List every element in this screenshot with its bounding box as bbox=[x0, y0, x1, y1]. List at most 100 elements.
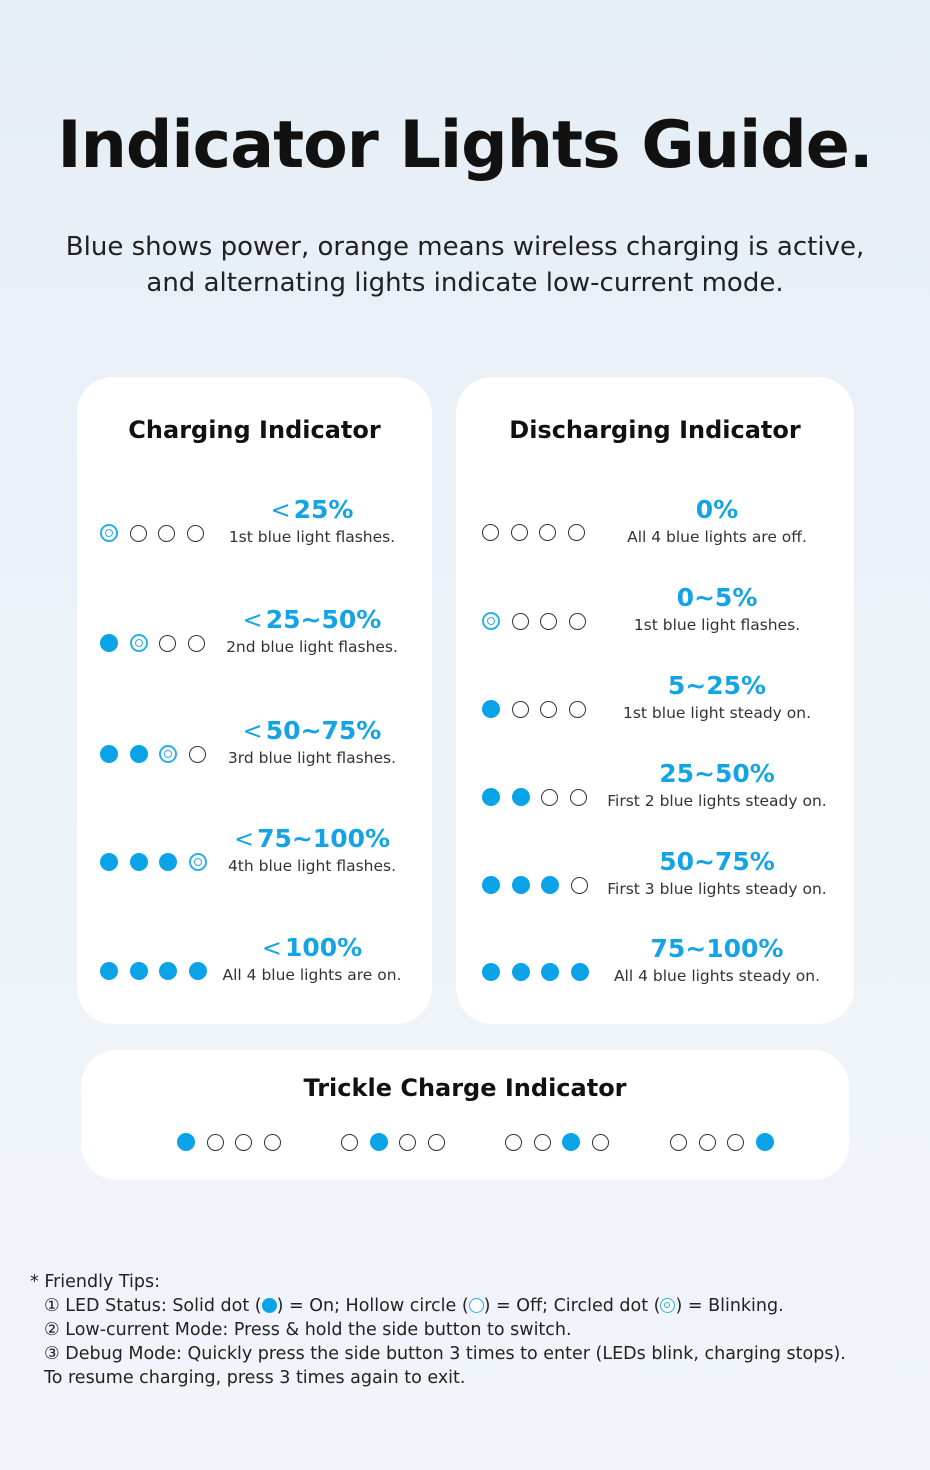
level-value: 0% bbox=[695, 495, 739, 524]
indicator-lights bbox=[100, 524, 215, 542]
hollow-circle-icon bbox=[235, 1133, 252, 1151]
level-value: 75~100% bbox=[650, 934, 784, 963]
indicator-lights bbox=[482, 524, 596, 541]
hollow-circle-icon bbox=[568, 612, 586, 630]
hollow-circle-icon bbox=[533, 1133, 551, 1151]
solid-dot-icon bbox=[482, 788, 500, 806]
solid-dot-icon bbox=[482, 700, 500, 718]
solid-dot-icon bbox=[541, 963, 559, 981]
level-value: 25~50% bbox=[265, 605, 382, 634]
solid-dot-icon bbox=[511, 963, 530, 981]
solid-dot-icon bbox=[755, 1133, 774, 1151]
indicator-info: 0~5% 1st blue light flashes. bbox=[602, 583, 832, 636]
tip1-part-b: ) = On; Hollow circle ( bbox=[276, 1296, 469, 1316]
hollow-circle-icon bbox=[540, 700, 557, 718]
subtitle-line-1: Blue shows power, orange means wireless … bbox=[65, 232, 865, 262]
hollow-circle-icon bbox=[570, 876, 588, 894]
hollow-circle-icon bbox=[129, 524, 147, 542]
solid-dot-icon bbox=[100, 853, 118, 871]
solid-dot-icon bbox=[100, 745, 118, 763]
level-percentage: 0~5% bbox=[602, 583, 832, 613]
level-percentage: 25~50% bbox=[602, 759, 832, 789]
level-percentage: 5~25% bbox=[602, 671, 832, 701]
level-value: 50~75% bbox=[659, 847, 775, 876]
hollow-circle-icon bbox=[206, 1133, 224, 1151]
solid-dot-icon bbox=[100, 634, 118, 652]
level-percentage: <25~50% bbox=[212, 605, 412, 635]
hollow-circle-icon bbox=[727, 1133, 744, 1151]
indicator-info: <75~100% 4th blue light flashes. bbox=[212, 824, 412, 877]
solid-dot-icon bbox=[570, 963, 589, 981]
less-than-sign: < bbox=[261, 934, 282, 962]
indicator-lights bbox=[482, 700, 597, 718]
indicator-lights bbox=[482, 963, 600, 981]
indicator-info: 5~25% 1st blue light steady on. bbox=[602, 671, 832, 724]
hollow-circle-icon bbox=[505, 1133, 522, 1151]
hollow-circle-icon bbox=[511, 700, 529, 718]
hollow-circle-icon bbox=[670, 1133, 687, 1151]
level-description: 2nd blue light flashes. bbox=[226, 638, 398, 656]
solid-dot-icon bbox=[541, 876, 559, 894]
solid-dot-icon bbox=[129, 745, 148, 763]
level-value: 0~5% bbox=[676, 583, 758, 612]
friendly-tips: * Friendly Tips: ① LED Status: Solid dot… bbox=[30, 1270, 846, 1390]
solid-dot-icon bbox=[100, 962, 118, 980]
level-description: All 4 blue lights are on. bbox=[222, 966, 402, 984]
level-percentage: <100% bbox=[212, 933, 412, 963]
tip1-part-c: ) = Off; Circled dot ( bbox=[483, 1296, 661, 1316]
solid-dot-icon bbox=[261, 1298, 277, 1313]
charging-indicator-card: Charging Indicator <25% 1st blue light fl… bbox=[77, 377, 432, 1024]
indicator-info: 25~50% First 2 blue lights steady on. bbox=[602, 759, 832, 812]
indicator-info: 50~75% First 3 blue lights steady on. bbox=[602, 847, 832, 900]
indicator-info: <50~75% 3rd blue light flashes. bbox=[212, 716, 412, 769]
level-description: 1st blue light steady on. bbox=[622, 704, 811, 722]
hollow-circle-icon bbox=[186, 524, 204, 542]
hollow-circle-icon bbox=[698, 1133, 716, 1151]
trickle-light-group bbox=[177, 1133, 292, 1151]
level-value: 50~75% bbox=[265, 716, 382, 745]
hollow-circle-icon bbox=[511, 612, 529, 630]
indicator-lights bbox=[100, 853, 218, 871]
solid-dot-icon bbox=[159, 853, 177, 871]
solid-dot-icon bbox=[129, 962, 148, 980]
indicator-lights bbox=[482, 788, 598, 806]
indicator-info: <25% 1st blue light flashes. bbox=[212, 495, 412, 548]
hollow-circle-icon bbox=[158, 524, 175, 542]
level-description: 1st blue light flashes. bbox=[228, 528, 396, 546]
indicator-lights bbox=[100, 634, 216, 652]
tip1-part-d: ) = Blinking. bbox=[675, 1296, 784, 1316]
solid-dot-icon bbox=[511, 876, 530, 894]
circled-dot-icon bbox=[159, 745, 177, 763]
level-description: First 3 blue lights steady on. bbox=[607, 880, 827, 898]
indicator-info: <100% All 4 blue lights are on. bbox=[212, 933, 412, 986]
trickle-light-group bbox=[670, 1133, 785, 1151]
level-description: 1st blue light flashes. bbox=[633, 616, 801, 634]
solid-dot-icon bbox=[482, 963, 500, 981]
indicator-info: 75~100% All 4 blue lights steady on. bbox=[602, 934, 832, 987]
level-percentage: <50~75% bbox=[212, 716, 412, 746]
hollow-circle-icon bbox=[539, 524, 556, 541]
page-title: Indicator Lights Guide. bbox=[57, 108, 873, 183]
tip-led-status: ① LED Status: Solid dot ( ) = On; Hollow … bbox=[30, 1294, 846, 1318]
circled-dot-icon bbox=[482, 612, 500, 630]
tip1-part-a: ① LED Status: Solid dot ( bbox=[44, 1296, 262, 1316]
indicator-lights bbox=[100, 745, 217, 763]
level-percentage: <75~100% bbox=[212, 824, 412, 854]
less-than-sign: < bbox=[242, 717, 263, 745]
discharging-indicator-card: Discharging Indicator 0% All 4 blue light… bbox=[456, 377, 854, 1024]
discharging-card-title: Discharging Indicator bbox=[509, 416, 801, 444]
level-value: 25% bbox=[293, 495, 354, 524]
hollow-circle-icon bbox=[482, 524, 499, 541]
level-description: All 4 blue lights steady on. bbox=[613, 967, 821, 985]
hollow-circle-icon bbox=[541, 788, 558, 806]
hollow-circle-icon bbox=[427, 1133, 445, 1151]
level-description: All 4 blue lights are off. bbox=[627, 528, 807, 546]
tips-header: * Friendly Tips: bbox=[30, 1272, 161, 1292]
subtitle-line-2: and alternating lights indicate low-curr… bbox=[146, 268, 784, 298]
charging-card-title: Charging Indicator bbox=[128, 416, 381, 444]
indicator-lights bbox=[482, 876, 599, 894]
tip-resume-charging: To resume charging, press 3 times again … bbox=[44, 1368, 466, 1388]
level-value: 5~25% bbox=[667, 671, 767, 700]
solid-dot-icon bbox=[369, 1133, 388, 1151]
level-description: First 2 blue lights steady on. bbox=[607, 792, 827, 810]
